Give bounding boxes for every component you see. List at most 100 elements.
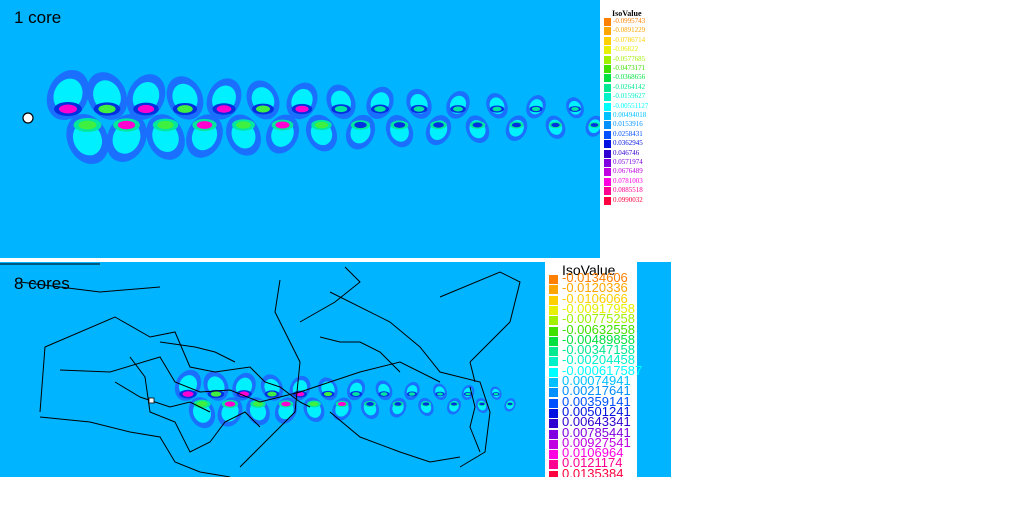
cylinder-obstacle bbox=[148, 397, 155, 404]
legend-entry: 0.0106964 bbox=[549, 446, 671, 460]
legend-entry: -0.00204458 bbox=[549, 352, 671, 368]
legend-swatch bbox=[549, 439, 558, 449]
legend-value: -0.00917958 bbox=[562, 300, 636, 316]
legend-swatch bbox=[549, 357, 558, 367]
legend-swatch bbox=[549, 408, 558, 418]
legend-entry: -0.00917958 bbox=[549, 300, 671, 316]
legend-swatch bbox=[549, 347, 558, 357]
legend-swatch bbox=[549, 450, 558, 460]
wake-field-1-core bbox=[22, 69, 600, 165]
legend-swatch bbox=[604, 102, 611, 111]
legend-entry: -0.0159627 bbox=[604, 92, 678, 102]
legend-swatch bbox=[604, 187, 611, 196]
legend-swatch bbox=[549, 326, 558, 336]
legend-swatch bbox=[549, 316, 558, 326]
legend-title: IsoValue bbox=[562, 262, 616, 278]
legend-value: -0.0106066 bbox=[562, 290, 628, 306]
legend-swatch bbox=[604, 130, 611, 139]
legend-value: 0.0676489 bbox=[613, 167, 643, 176]
legend-value: 0.0362945 bbox=[613, 139, 643, 148]
legend-swatch bbox=[604, 196, 611, 205]
legend-value: -0.0995743 bbox=[613, 17, 646, 25]
legend-swatch bbox=[604, 121, 611, 130]
legend-swatch bbox=[604, 83, 611, 92]
legend-entry: 0.00501241 bbox=[549, 404, 671, 419]
simulation-plot-8-cores: 8 cores bbox=[0, 262, 545, 477]
legend-value: 0.00359141 bbox=[562, 393, 631, 409]
legend-entry: -0.0995743 bbox=[604, 17, 678, 26]
legend-entry: -0.00775258 bbox=[549, 311, 671, 327]
legend-value: -0.0159627 bbox=[613, 92, 646, 101]
legend-swatch bbox=[549, 378, 558, 387]
legend-entry: -0.0473171 bbox=[604, 64, 678, 73]
legend-swatch bbox=[549, 285, 558, 295]
legend-entry: -0.00551127 bbox=[604, 101, 678, 111]
legend-swatch bbox=[549, 429, 558, 439]
isovalue-legend-1-core: IsoValue -0.0995743 -0.0891229 -0.0786714-… bbox=[600, 0, 678, 258]
legend-entry: 0.0885518 bbox=[604, 186, 678, 196]
legend-entry: 0.0362945 bbox=[604, 139, 678, 149]
legend-swatch bbox=[549, 295, 558, 305]
legend-swatch bbox=[549, 367, 558, 377]
legend-swatch bbox=[549, 460, 558, 470]
legend-value: -0.0473171 bbox=[613, 64, 646, 72]
legend-entry: -0.0134606 bbox=[549, 270, 671, 285]
legend-entry: 0.0990032 bbox=[604, 195, 678, 205]
legend-swatch bbox=[604, 55, 611, 64]
legend-value: 0.0258431 bbox=[613, 129, 643, 138]
legend-entry: -0.000617587 bbox=[549, 362, 671, 378]
legend-value: 0.0121174 bbox=[562, 455, 623, 471]
legend-value: -0.00347158 bbox=[562, 342, 636, 358]
legend-swatch bbox=[549, 275, 558, 284]
legend-swatch bbox=[604, 112, 611, 120]
simulation-plot-1-core: 1 core bbox=[0, 0, 600, 258]
legend-swatch bbox=[604, 149, 611, 158]
legend-swatch bbox=[549, 470, 558, 477]
legend-value: -0.00632558 bbox=[562, 321, 636, 337]
legend-swatch bbox=[604, 140, 611, 149]
legend-swatch bbox=[604, 177, 611, 186]
panel-label-1-core: 1 core bbox=[14, 8, 62, 27]
legend-value: -0.000617587 bbox=[562, 362, 643, 378]
legend-entry: 0.00494018 bbox=[604, 111, 678, 120]
legend-swatch bbox=[604, 93, 611, 102]
legend-value: -0.0786714 bbox=[613, 35, 646, 44]
legend-value: -0.06822 bbox=[613, 45, 639, 54]
legend-value: -0.0134606 bbox=[562, 270, 628, 285]
legend-entry: 0.00359141 bbox=[549, 393, 671, 409]
legend-entry: -0.0891229 bbox=[604, 26, 678, 36]
legend-entry: 0.0135384 bbox=[549, 465, 671, 477]
wake-field-8-cores bbox=[0, 263, 521, 477]
legend-entry: -0.06822 bbox=[604, 45, 678, 55]
legend-entry: 0.00217641 bbox=[549, 383, 671, 399]
legend-value: -0.00489858 bbox=[562, 331, 636, 347]
legend-entry: -0.00632558 bbox=[549, 321, 671, 337]
legend-entry: 0.00785441 bbox=[549, 425, 671, 440]
legend-entry: -0.0120336 bbox=[549, 281, 671, 295]
legend-value: -0.00204458 bbox=[562, 352, 636, 368]
legend-title: IsoValue bbox=[612, 9, 642, 18]
legend-entry: 0.0121174 bbox=[549, 455, 671, 471]
legend-entry: 0.0781003 bbox=[604, 176, 678, 186]
legend-swatch bbox=[604, 36, 611, 45]
legend-value: 0.00217641 bbox=[562, 383, 631, 399]
legend-entry: 0.00074941 bbox=[549, 374, 671, 388]
legend-entry: -0.00489858 bbox=[549, 331, 671, 347]
legend-value: 0.0135384 bbox=[562, 465, 624, 477]
legend-value: -0.00551127 bbox=[613, 101, 649, 110]
legend-entry: -0.0106066 bbox=[549, 290, 671, 306]
legend-entry: 0.0258431 bbox=[604, 129, 678, 139]
legend-value: 0.00927541 bbox=[562, 434, 631, 450]
legend-value: -0.00775258 bbox=[562, 311, 636, 327]
legend-value: 0.0153916 bbox=[613, 120, 643, 129]
cylinder-obstacle bbox=[22, 112, 34, 124]
legend-entry: 0.0153916 bbox=[604, 120, 678, 130]
legend-entry: -0.0264142 bbox=[604, 83, 678, 92]
legend-swatch bbox=[604, 27, 611, 36]
legend-swatch bbox=[604, 65, 611, 73]
legend-swatch bbox=[549, 419, 558, 429]
legend-value: 0.0781003 bbox=[613, 176, 643, 185]
legend-entry: -0.0786714 bbox=[604, 35, 678, 45]
legend-value: -0.0368656 bbox=[613, 73, 646, 82]
legend-value: 0.0990032 bbox=[613, 195, 643, 204]
